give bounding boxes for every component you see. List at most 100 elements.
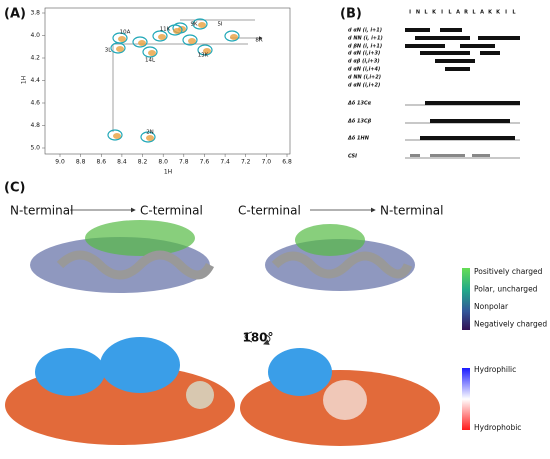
x-axis-label: 1H — [164, 169, 172, 176]
noe-bar — [405, 44, 445, 48]
peak-label: 11K — [160, 27, 171, 33]
x-tick-label: 7.6 — [200, 159, 210, 166]
residue: L — [472, 10, 476, 16]
cross-peak — [152, 30, 168, 42]
rotation-label: 180° — [242, 331, 273, 345]
noe-bar — [415, 36, 470, 40]
legend-label: Hydrophobic — [474, 423, 521, 432]
cross-peak — [192, 18, 208, 30]
panel-label: (C) — [4, 181, 25, 196]
peak-label: 3L — [105, 48, 112, 54]
peak-label: 10A — [120, 30, 131, 36]
molecule-right — [265, 224, 415, 291]
peak-label: 5I — [217, 22, 222, 28]
row-label: d NN (i, i+1) — [348, 36, 383, 42]
cross-peak — [113, 133, 121, 139]
residue: K — [488, 10, 493, 16]
peak-label: 2N — [146, 130, 154, 136]
peak-label: 13K — [198, 53, 209, 59]
peak-label: 8R — [255, 38, 262, 44]
row-label: Δδ 13Cα — [347, 101, 372, 107]
residue: L — [448, 10, 452, 16]
residue: I — [441, 10, 443, 16]
row-label: d αN (i,i+4) — [348, 67, 380, 73]
x-tick-label: 7.2 — [241, 159, 251, 166]
x-tick-label: 6.8 — [282, 159, 292, 166]
residue: R — [464, 10, 468, 16]
noe-bar — [460, 44, 495, 48]
surface-right — [240, 348, 440, 446]
panel-label: (B) — [340, 7, 362, 22]
cross-peak — [173, 28, 181, 34]
noe-bar — [472, 154, 490, 157]
cross-peak — [158, 34, 166, 40]
x-tick-label: 8.2 — [138, 159, 148, 166]
cross-peak — [203, 48, 211, 54]
surface-left — [5, 337, 235, 445]
x-tick-label: 9.0 — [55, 159, 65, 166]
y-tick-label: 4.8 — [30, 122, 40, 129]
peak-label: 9K — [190, 22, 197, 28]
noe-bar — [430, 154, 465, 157]
residue: A — [456, 10, 460, 16]
residue: I — [409, 10, 411, 16]
noe-bar — [440, 28, 462, 32]
residue: L — [512, 10, 516, 16]
cross-peak — [138, 40, 146, 46]
hydro-colorbar — [462, 368, 470, 430]
charge-colorbar — [462, 268, 470, 330]
cross-peak — [116, 46, 124, 52]
cross-peak — [198, 22, 206, 28]
cross-peak — [148, 50, 156, 56]
x-tick-label: 7.8 — [179, 159, 189, 166]
noe-bar — [430, 119, 510, 123]
cross-peak — [107, 129, 123, 141]
cross-peak — [224, 30, 240, 42]
noe-bar — [410, 154, 420, 157]
cross-peak — [140, 131, 156, 143]
y-tick-label: 4.0 — [30, 32, 40, 39]
legend-label: Positively charged — [474, 267, 543, 276]
terminal-label: N-terminal — [10, 204, 73, 218]
y-tick-label: 3.8 — [30, 10, 40, 17]
x-tick-label: 7.4 — [220, 159, 230, 166]
noe-bar — [420, 51, 470, 55]
noe-bar — [445, 67, 470, 71]
terminal-label: N-terminal — [380, 204, 443, 218]
noe-bar — [478, 36, 520, 40]
panel-label: (A) — [4, 7, 26, 22]
legend-label: Polar, uncharged — [474, 285, 538, 294]
row-label: CSI — [348, 154, 357, 160]
terminal-label: C-terminal — [238, 204, 301, 218]
residue: K — [432, 10, 437, 16]
y-axis-label: 1H — [21, 76, 28, 84]
y-tick-label: 5.0 — [30, 145, 40, 152]
cross-peak — [146, 135, 154, 141]
residue: A — [480, 10, 484, 16]
row-label: d αN (i,i+2) — [348, 83, 380, 89]
cross-peak — [118, 36, 126, 42]
cross-peak — [230, 34, 238, 40]
y-tick-label: 4.6 — [30, 100, 40, 107]
x-tick-label: 7.0 — [262, 159, 272, 166]
cross-peak — [167, 24, 183, 36]
molecule-left — [30, 220, 215, 293]
residue: N — [416, 10, 420, 16]
terminal-label: C-terminal — [140, 204, 203, 218]
cross-peak — [132, 36, 148, 48]
cross-peak — [188, 38, 196, 44]
cross-peak — [182, 34, 198, 46]
noe-bar — [420, 136, 515, 140]
peak-label: 14L — [145, 58, 156, 64]
noe-bar — [405, 28, 430, 32]
legend-label: Hydrophilic — [474, 365, 516, 374]
y-tick-label: 4.2 — [30, 55, 40, 62]
cross-peak — [197, 44, 213, 56]
row-label: d NN (i,i+2) — [348, 75, 381, 81]
row-label: Δδ 13Cβ — [347, 119, 372, 125]
residue: I — [505, 10, 507, 16]
residue: K — [496, 10, 501, 16]
cross-peak — [110, 42, 126, 54]
rotation-arrow — [244, 331, 271, 344]
